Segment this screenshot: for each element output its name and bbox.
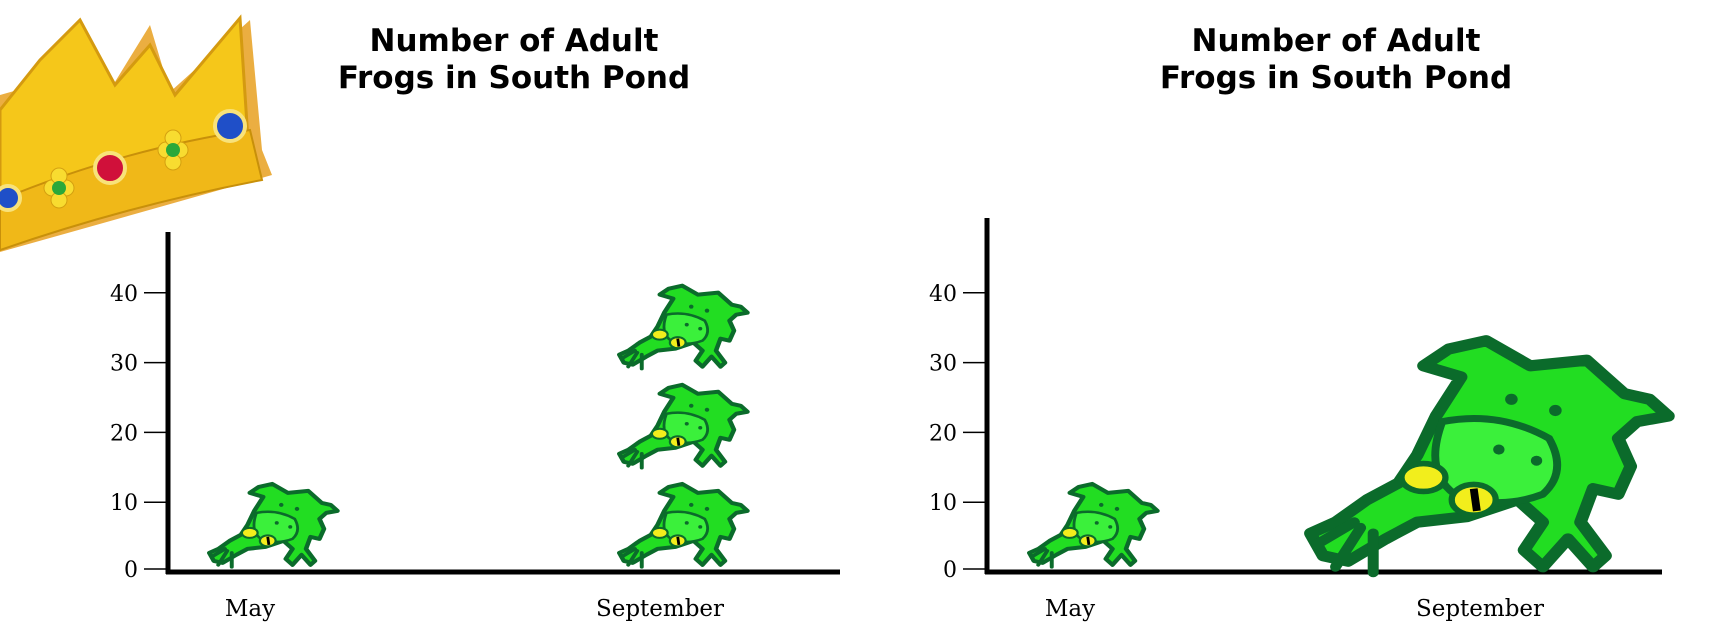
frog-icon <box>619 385 747 468</box>
chart-title-line: Number of Adult <box>370 23 659 59</box>
chart-title-line: Frogs in South Pond <box>1160 60 1512 96</box>
y-tick-label: 30 <box>110 352 138 377</box>
y-tick-label: 40 <box>929 282 957 307</box>
frog-icon <box>619 286 747 369</box>
chart-title-line: Frogs in South Pond <box>338 60 690 96</box>
category-label: September <box>596 596 724 622</box>
category-label: May <box>1045 596 1095 622</box>
chart-title-line: Number of Adult <box>1192 23 1481 59</box>
crown-icon <box>0 14 272 252</box>
y-tick-label: 10 <box>110 491 138 516</box>
frog-icon <box>1029 484 1157 567</box>
frog-icon <box>209 484 337 567</box>
frog-icon <box>1310 341 1668 573</box>
y-tick-label: 0 <box>943 558 957 583</box>
category-label: September <box>1416 596 1544 622</box>
y-tick-label: 20 <box>929 421 957 446</box>
y-tick-label: 0 <box>124 558 138 583</box>
y-tick-label: 40 <box>110 282 138 307</box>
y-tick-label: 30 <box>929 352 957 377</box>
y-tick-label: 20 <box>110 421 138 446</box>
frog-icon <box>619 484 747 567</box>
category-label: May <box>225 596 275 622</box>
y-tick-label: 10 <box>929 491 957 516</box>
